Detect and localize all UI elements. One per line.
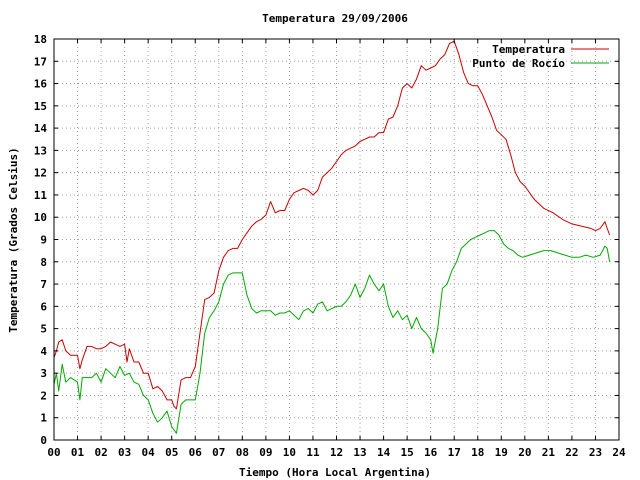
x-tick-label: 03 xyxy=(118,446,131,459)
legend-label-punto-de-rocio: Punto de Rocío xyxy=(472,57,565,70)
x-tick-label: 24 xyxy=(612,446,626,459)
x-axis: 00 01 02 03 04 05 06 07 08 09 10 11 12 13 14 15 16 17 18 19… xyxy=(47,39,626,459)
legend-label-temperatura: Temperatura xyxy=(492,43,565,56)
x-tick-label: 06 xyxy=(189,446,203,459)
x-tick-label: 04 xyxy=(142,446,156,459)
x-tick-label: 13 xyxy=(353,446,366,459)
x-tick-label: 07 xyxy=(212,446,225,459)
x-axis-label: Tiempo (Hora Local Argentina) xyxy=(239,466,431,479)
y-tick-label: 7 xyxy=(40,278,47,291)
x-tick-label: 12 xyxy=(330,446,343,459)
y-tick-label: 17 xyxy=(34,55,47,68)
x-tick-label: 18 xyxy=(471,446,484,459)
x-tick-label: 09 xyxy=(259,446,272,459)
x-tick-label: 20 xyxy=(518,446,531,459)
y-tick-label: 16 xyxy=(34,78,48,91)
y-tick-label: 3 xyxy=(40,367,47,380)
x-tick-label: 10 xyxy=(283,446,296,459)
y-tick-label: 14 xyxy=(34,122,48,135)
y-tick-label: 2 xyxy=(40,389,47,402)
y-tick-label: 6 xyxy=(40,300,47,313)
x-tick-label: 16 xyxy=(424,446,438,459)
y-tick-label: 0 xyxy=(40,434,47,447)
x-tick-label: 01 xyxy=(71,446,85,459)
y-tick-label: 4 xyxy=(40,345,47,358)
x-tick-label: 05 xyxy=(165,446,178,459)
series-layer xyxy=(53,40,611,434)
x-tick-label: 22 xyxy=(565,446,578,459)
y-tick-label: 5 xyxy=(40,323,47,336)
x-tick-label: 23 xyxy=(589,446,602,459)
x-tick-label: 08 xyxy=(236,446,249,459)
x-tick-label: 14 xyxy=(377,446,391,459)
y-tick-label: 8 xyxy=(40,256,47,269)
chart-title: Temperatura 29/09/2006 xyxy=(262,12,408,25)
y-tick-label: 15 xyxy=(34,100,47,113)
x-tick-label: 21 xyxy=(542,446,556,459)
y-tick-label: 1 xyxy=(40,412,47,425)
y-tick-label: 10 xyxy=(34,211,47,224)
x-tick-label: 00 xyxy=(47,446,60,459)
y-axis-label: Temperatura (Grados Celsius) xyxy=(7,147,20,332)
x-tick-label: 19 xyxy=(495,446,508,459)
x-tick-label: 02 xyxy=(94,446,107,459)
y-tick-label: 12 xyxy=(34,167,47,180)
series-line-punto-de-rocio xyxy=(53,230,611,434)
y-tick-label: 13 xyxy=(34,144,47,157)
grid xyxy=(54,39,619,440)
series-line-temperatura xyxy=(53,40,611,410)
x-tick-label: 17 xyxy=(448,446,461,459)
x-tick-label: 11 xyxy=(306,446,320,459)
y-tick-label: 18 xyxy=(34,33,47,46)
y-tick-label: 11 xyxy=(34,189,48,202)
x-tick-label: 15 xyxy=(401,446,414,459)
y-tick-label: 9 xyxy=(40,234,47,247)
